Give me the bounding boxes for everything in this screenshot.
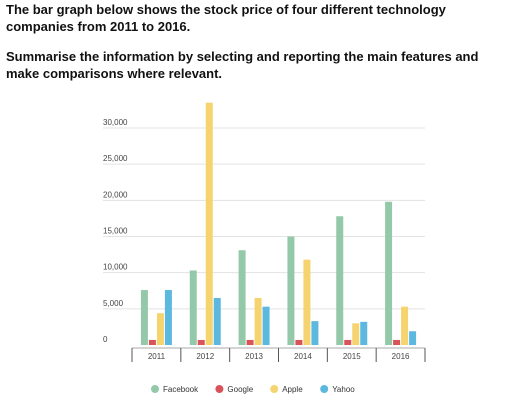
bar-google-2012 <box>197 339 205 345</box>
x-tick-label: 2015 <box>343 352 361 361</box>
bar-facebook-2016 <box>385 201 393 345</box>
bar-apple-2012 <box>205 102 213 345</box>
bar-yahoo-2012 <box>213 297 221 345</box>
bar-google-2013 <box>246 339 254 345</box>
bar-apple-2013 <box>254 297 262 345</box>
bar-yahoo-2015 <box>360 321 368 345</box>
y-tick-label: 0 <box>103 335 108 344</box>
y-tick-label: 25,000 <box>103 154 128 163</box>
legend-label-apple: Apple <box>282 385 303 394</box>
bar-facebook-2015 <box>336 216 344 345</box>
bar-facebook-2014 <box>287 236 295 345</box>
y-tick-label: 20,000 <box>103 190 128 199</box>
y-tick-label: 30,000 <box>103 118 128 127</box>
y-tick-label: 5,000 <box>103 299 124 308</box>
legend-label-google: Google <box>227 385 253 394</box>
task-prompt: The bar graph below shows the stock pric… <box>6 2 506 82</box>
prompt-line-2: Summarise the information by selecting a… <box>6 49 479 81</box>
bar-google-2016 <box>393 339 401 345</box>
x-tick-label: 2012 <box>196 352 214 361</box>
legend-label-facebook: Facebook <box>163 385 199 394</box>
x-tick-label: 2014 <box>294 352 312 361</box>
legend-swatch-facebook <box>151 385 159 393</box>
bar-facebook-2012 <box>189 270 197 345</box>
prompt-line-1: The bar graph below shows the stock pric… <box>6 2 446 34</box>
bar-facebook-2011 <box>140 290 148 345</box>
x-tick-label: 2011 <box>148 352 166 361</box>
bar-yahoo-2011 <box>164 290 172 345</box>
bar-apple-2011 <box>156 313 164 345</box>
legend-label-yahoo: Yahoo <box>332 385 355 394</box>
bar-yahoo-2016 <box>409 331 417 345</box>
bar-apple-2015 <box>352 323 360 345</box>
bar-apple-2014 <box>303 259 311 345</box>
legend-swatch-apple <box>270 385 279 393</box>
bar-apple-2016 <box>401 306 409 345</box>
x-tick-label: 2013 <box>245 352 263 361</box>
bar-facebook-2013 <box>238 250 246 345</box>
legend-swatch-google <box>215 385 224 393</box>
bar-google-2015 <box>344 339 352 345</box>
bar-google-2011 <box>148 339 156 345</box>
legend-swatch-yahoo <box>320 385 329 393</box>
bar-google-2014 <box>295 339 303 345</box>
y-tick-label: 10,000 <box>103 263 128 272</box>
y-tick-label: 15,000 <box>103 227 128 236</box>
bar-yahoo-2014 <box>311 321 319 345</box>
x-tick-label: 2016 <box>392 352 410 361</box>
bar-yahoo-2013 <box>262 306 270 345</box>
